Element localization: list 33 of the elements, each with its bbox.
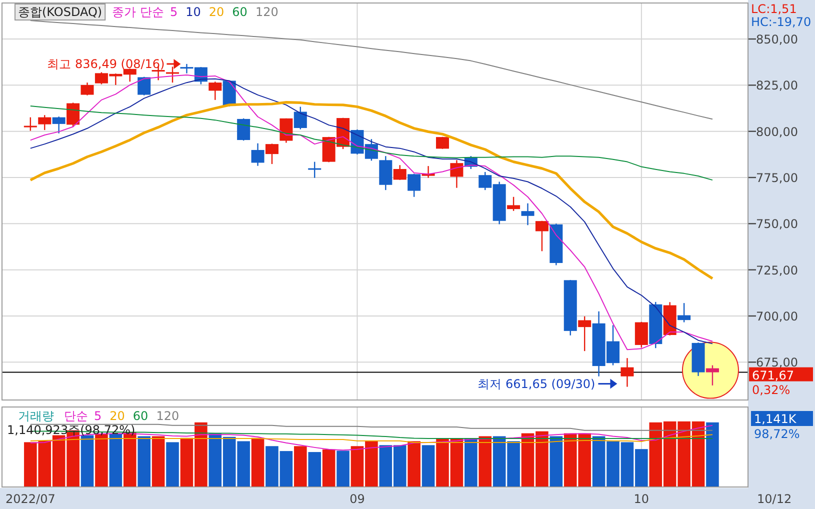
text: 10/12 xyxy=(757,492,792,506)
y-tick-label: 850,00 xyxy=(756,32,798,47)
annotation: 최고 836,49 (08/16) xyxy=(47,56,165,71)
text: 671,67 xyxy=(752,368,794,382)
x-tick-label: 2022/07 xyxy=(5,492,56,506)
text: LC:1,51 xyxy=(751,2,797,16)
annotation: 최저 661,65 (09/30) xyxy=(478,376,596,391)
x-tick-label: 10 xyxy=(634,492,650,506)
legend-title: 종가 단순 xyxy=(112,5,164,19)
series-label: 60 xyxy=(132,409,148,423)
text: 0,32% xyxy=(752,383,790,397)
y-tick-label: 725,00 xyxy=(756,263,798,278)
chart-title: 종합(KOSDAQ) xyxy=(18,5,102,19)
y-tick-label: 800,00 xyxy=(756,124,798,139)
y-tick-label: 750,00 xyxy=(756,217,798,232)
series-label: 5 xyxy=(94,409,102,423)
y-tick-label: 700,00 xyxy=(756,309,798,324)
x-tick-label: 09 xyxy=(350,492,365,506)
text: 1,141K xyxy=(754,412,798,426)
text: 98,72% xyxy=(754,427,800,441)
y-tick-label: 825,00 xyxy=(756,78,798,93)
chart-title: 거래량 xyxy=(18,409,54,423)
text: 60 xyxy=(232,5,248,19)
text: 5 xyxy=(170,5,178,19)
text: HC:-19,70 xyxy=(751,15,812,29)
legend-title: 단순 xyxy=(64,409,88,423)
text: 20 xyxy=(208,5,224,19)
series-label: 120 xyxy=(156,409,180,423)
series-label: 20 xyxy=(110,409,125,423)
y-tick-label: 775,00 xyxy=(756,170,798,185)
y-tick-label: 675,00 xyxy=(756,356,798,370)
text: 10 xyxy=(186,5,201,19)
series-label: 120 xyxy=(255,5,278,19)
